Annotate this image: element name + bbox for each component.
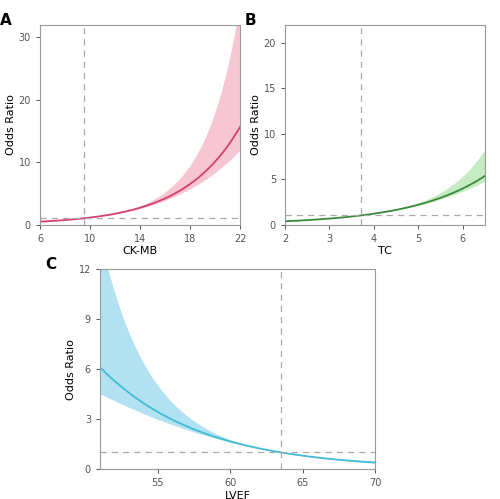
Y-axis label: Odds Ratio: Odds Ratio [66, 339, 76, 400]
Text: B: B [245, 13, 256, 28]
X-axis label: TC: TC [378, 247, 392, 256]
Text: A: A [0, 13, 12, 28]
Text: C: C [45, 257, 56, 272]
Y-axis label: Odds Ratio: Odds Ratio [251, 94, 261, 155]
X-axis label: LVEF: LVEF [224, 491, 250, 499]
X-axis label: CK-MB: CK-MB [122, 247, 158, 256]
Y-axis label: Odds Ratio: Odds Ratio [6, 94, 16, 155]
